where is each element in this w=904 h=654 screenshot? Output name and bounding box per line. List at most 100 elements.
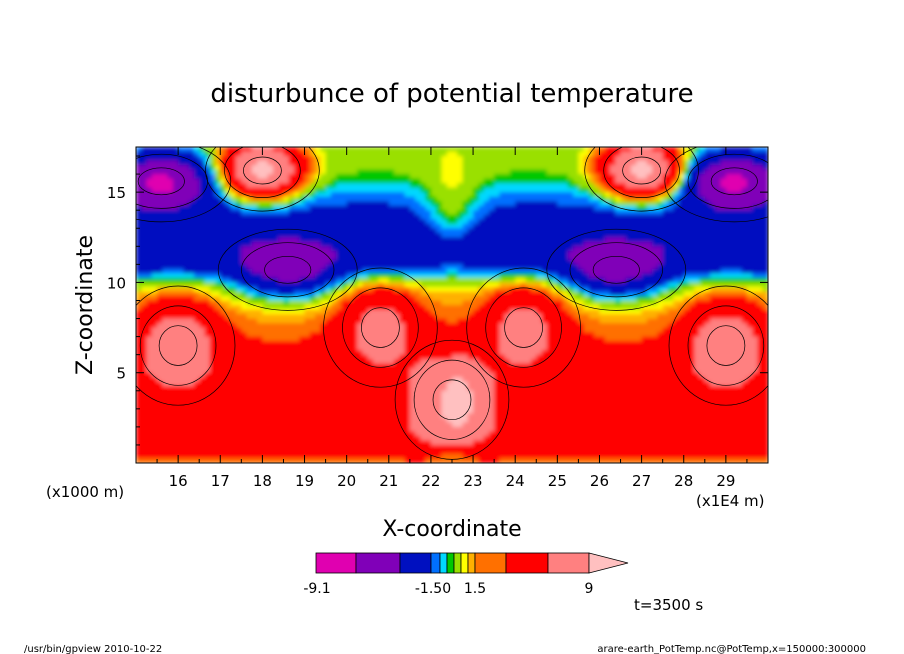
field-cell [710,318,716,324]
field-cell [309,156,316,162]
field-cell [483,264,490,270]
field-cell [536,232,543,238]
field-cell [509,282,516,288]
field-cell [246,255,253,261]
field-cell [430,219,437,225]
field-cell [278,323,285,329]
field-cell [315,300,321,306]
field-cell [757,323,764,329]
field-cell [230,277,237,284]
field-cell [272,259,279,265]
field-cell [762,147,768,153]
field-cell [193,259,200,265]
field-cell [330,241,337,247]
field-cell [346,309,353,315]
field-cell [141,314,148,320]
field-cell [436,246,443,252]
field-cell [457,314,464,320]
field-cell [762,259,768,265]
field-cell [341,156,348,162]
field-cell [199,264,206,270]
field-cell [425,156,432,162]
field-cell [583,147,590,153]
field-cell [357,277,364,284]
field-cell [441,219,448,225]
field-cell [220,201,227,207]
field-cell [299,246,306,252]
field-cell [594,282,601,288]
field-cell [146,309,153,315]
field-cell [552,305,558,311]
field-cell [220,309,227,315]
field-cell [631,264,637,270]
field-cell [541,232,548,238]
field-cell [388,187,395,193]
field-cell [573,273,579,279]
field-cell [188,291,195,297]
field-cell [678,327,685,333]
field-cell [209,169,216,175]
field-cell [225,273,232,279]
field-cell [236,273,242,279]
field-cell [409,314,416,320]
field-cell [351,305,358,311]
field-cell [436,323,443,329]
field-cell [662,210,669,216]
field-cell [710,241,716,247]
field-cell [610,160,616,166]
field-cell [136,314,142,320]
field-cell [251,187,258,193]
field-cell [309,300,316,306]
field-cell [757,228,764,234]
field-cell [388,305,395,311]
field-cell [415,210,421,216]
field-cell [657,178,664,184]
field-cell [557,169,564,175]
field-cell [215,147,221,153]
field-cell [188,165,195,171]
field-cell [457,255,464,261]
field-cell [499,259,506,265]
field-cell [557,165,564,171]
field-cell [251,192,258,198]
field-cell [494,291,500,297]
field-cell [251,174,258,180]
field-cell [704,174,711,180]
field-cell [757,314,764,320]
field-cell [557,214,564,220]
field-cell [520,228,527,234]
field-cell [515,246,522,252]
field-cell [225,250,232,256]
field-cell [594,210,601,216]
field-cell [594,192,601,198]
field-cell [246,187,253,193]
field-cell [746,255,753,261]
field-cell [546,214,553,220]
field-cell [588,205,595,211]
field-cell [473,246,479,252]
field-cell [436,259,443,265]
field-cell [162,232,169,238]
field-cell [367,205,374,211]
field-cell [562,255,569,261]
field-cell [136,187,142,193]
field-cell [362,169,369,175]
field-cell [315,187,321,193]
field-cell [473,183,479,189]
field-cell [515,277,522,284]
field-cell [504,160,511,166]
field-cell [262,160,269,166]
field-cell [720,314,727,320]
field-cell [409,192,416,198]
field-cell [141,210,148,216]
field-cell [172,147,179,153]
field-cell [509,237,516,243]
field-cell [288,273,295,279]
field-cell [404,241,411,247]
field-cell [499,151,506,157]
field-cell [272,210,279,216]
field-cell [341,277,348,284]
field-cell [288,192,295,198]
field-cell [236,187,242,193]
field-cell [562,273,569,279]
